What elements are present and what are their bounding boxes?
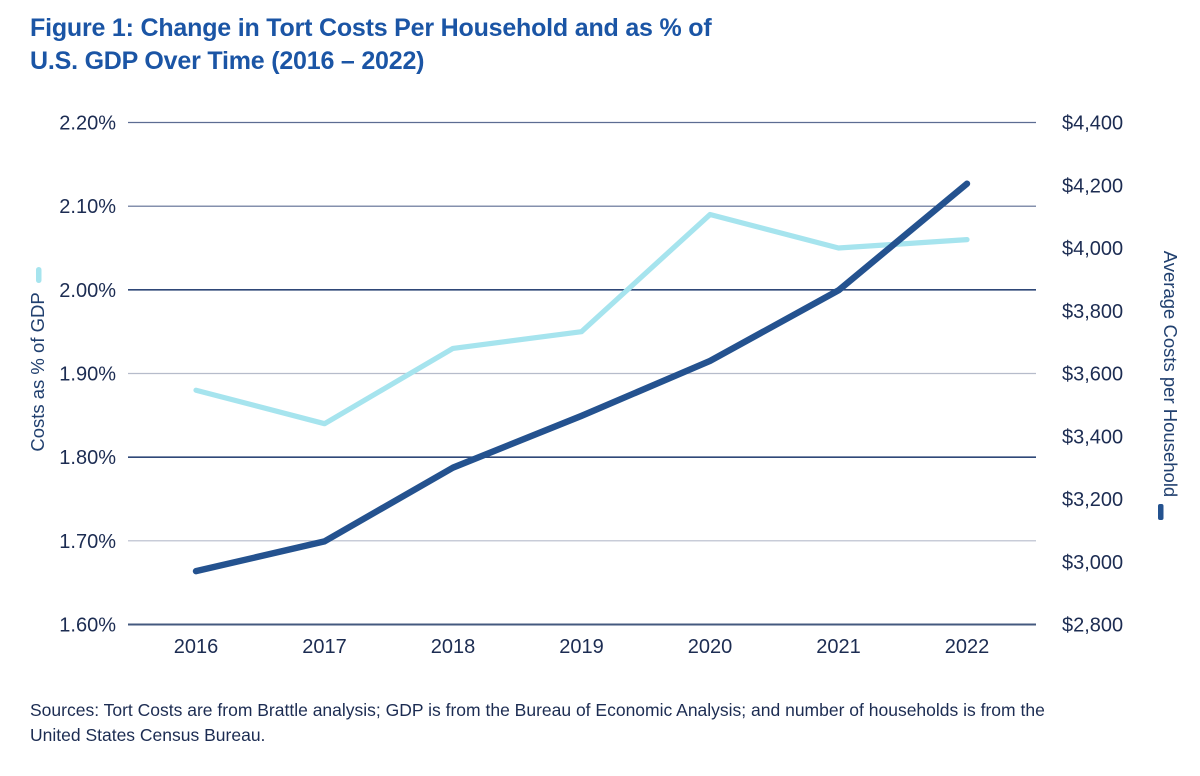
figure-title: Figure 1: Change in Tort Costs Per House… <box>30 14 712 75</box>
right-tick-label: $4,400 <box>1062 113 1123 135</box>
x-axis-label: 2019 <box>559 636 604 658</box>
x-axis-label: 2016 <box>174 636 219 658</box>
left-tick-label: 1.80% <box>59 447 116 469</box>
right-tick-label: $4,000 <box>1062 238 1123 260</box>
right-tick-label: $3,200 <box>1062 489 1123 511</box>
x-axis-label: 2021 <box>816 636 861 658</box>
right-tick-label: $3,600 <box>1062 364 1123 386</box>
legend-marker-gdp <box>36 267 42 283</box>
right-axis-title: Average Costs per Household <box>1160 251 1181 497</box>
right-tick-label: $2,800 <box>1062 615 1123 637</box>
x-axis-label: 2020 <box>688 636 733 658</box>
gridlines <box>128 121 1036 626</box>
right-tick-label: $3,800 <box>1062 301 1123 323</box>
x-axis-label: 2022 <box>945 636 990 658</box>
left-tick-label: 1.60% <box>59 615 116 637</box>
right-tick-label: $3,000 <box>1062 552 1123 574</box>
left-axis-title: Costs as % of GDP <box>27 292 48 451</box>
x-axis-label: 2017 <box>302 636 347 658</box>
left-tick-label: 1.90% <box>59 364 116 386</box>
left-tick-label: 1.70% <box>59 531 116 553</box>
left-tick-label: 2.10% <box>59 196 116 218</box>
tort-costs-line-chart: 2.20% 2.10% 2.00% 1.90% 1.80% 1.70% 1.60% $4,4… <box>27 113 1181 659</box>
right-axis-tick-labels: $4,400 $4,200 $4,000 $3,800 $3,600 $3,400 $3,2… <box>1062 113 1123 637</box>
x-axis-label: 2018 <box>431 636 476 658</box>
left-tick-label: 2.00% <box>59 280 116 302</box>
x-axis-labels: 2016 2017 2018 2019 2020 2021 2022 <box>174 636 990 658</box>
left-axis-tick-labels: 2.20% 2.10% 2.00% 1.90% 1.80% 1.70% 1.60% <box>59 113 116 637</box>
right-tick-label: $3,400 <box>1062 426 1123 448</box>
sources-note: Sources: Tort Costs are from Brattle ana… <box>30 700 1045 746</box>
left-tick-label: 2.20% <box>59 113 116 135</box>
right-tick-label: $4,200 <box>1062 175 1123 197</box>
legend-marker-household <box>1158 504 1164 520</box>
line-costs-as-pct-of-gdp <box>193 211 970 427</box>
line-average-costs-per-household <box>192 180 971 575</box>
